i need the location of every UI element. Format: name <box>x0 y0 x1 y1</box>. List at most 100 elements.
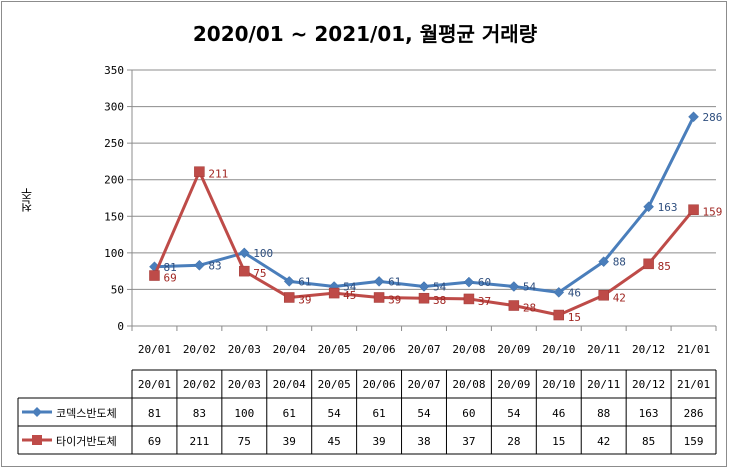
y-tick-label: 0 <box>117 320 124 333</box>
data-label: 54 <box>343 281 357 294</box>
data-point <box>283 292 295 303</box>
table-cell: 46 <box>552 407 565 420</box>
data-label: 15 <box>568 311 581 324</box>
data-label: 28 <box>523 302 536 315</box>
data-point <box>418 281 430 292</box>
data-label: 39 <box>388 293 401 306</box>
table-cell: 69 <box>148 435 161 448</box>
data-label: 42 <box>613 291 626 304</box>
table-header-cell: 21/01 <box>677 378 710 391</box>
table-header-cell: 20/01 <box>138 378 171 391</box>
table-cell: 211 <box>189 435 209 448</box>
data-label: 61 <box>388 275 401 288</box>
table-header-cell: 20/04 <box>273 378 306 391</box>
x-tick-label: 20/10 <box>542 343 575 356</box>
x-tick-label: 21/01 <box>677 343 710 356</box>
data-label: 54 <box>523 281 537 294</box>
table-cell: 54 <box>417 407 431 420</box>
x-tick-label: 20/04 <box>273 343 306 356</box>
y-tick-label: 50 <box>111 283 124 296</box>
table-cell: 54 <box>328 407 342 420</box>
table-header-cell: 20/10 <box>542 378 575 391</box>
table-cell: 286 <box>684 407 704 420</box>
data-label: 37 <box>478 295 491 308</box>
table-header-cell: 20/05 <box>318 378 351 391</box>
data-label: 38 <box>433 294 446 307</box>
legend-marker <box>32 407 42 417</box>
table-cell: 42 <box>597 435 610 448</box>
table-cell: 81 <box>148 407 161 420</box>
table-cell: 88 <box>597 407 610 420</box>
y-tick-label: 350 <box>104 64 124 77</box>
data-label: 159 <box>703 206 723 219</box>
data-point <box>149 270 160 281</box>
data-label: 88 <box>613 256 626 269</box>
data-point <box>373 276 385 287</box>
table-cell: 61 <box>283 407 296 420</box>
table-cell: 39 <box>283 435 296 448</box>
table-cell: 54 <box>507 407 521 420</box>
x-tick-label: 20/06 <box>363 343 396 356</box>
table-cell: 28 <box>507 435 520 448</box>
table-header-cell: 20/11 <box>587 378 620 391</box>
table-cell: 100 <box>234 407 254 420</box>
x-tick-label: 20/02 <box>183 343 216 356</box>
table-cell: 39 <box>372 435 385 448</box>
data-label: 100 <box>253 247 273 260</box>
table-cell: 61 <box>372 407 385 420</box>
data-label: 69 <box>163 272 176 285</box>
data-label: 39 <box>298 293 311 306</box>
data-point <box>373 292 385 303</box>
data-label: 60 <box>478 276 491 289</box>
data-point <box>194 166 205 177</box>
data-label: 211 <box>208 168 228 181</box>
data-point <box>283 276 295 287</box>
data-point <box>553 309 565 321</box>
y-tick-label: 100 <box>104 247 124 260</box>
y-tick-label: 250 <box>104 137 124 150</box>
table-cell: 38 <box>417 435 430 448</box>
data-label: 81 <box>163 261 176 274</box>
x-tick-label: 20/01 <box>138 343 171 356</box>
x-tick-label: 20/08 <box>452 343 485 356</box>
table-cell: 163 <box>639 407 659 420</box>
table-cell: 75 <box>238 435 251 448</box>
data-point <box>688 111 699 123</box>
x-tick-label: 20/03 <box>228 343 261 356</box>
data-point <box>238 247 250 259</box>
x-tick-label: 20/05 <box>318 343 351 356</box>
data-label: 83 <box>208 259 221 272</box>
table-cell: 83 <box>193 407 206 420</box>
table-cell: 159 <box>684 435 704 448</box>
chart-title: 2020/01 ~ 2021/01, 월평균 거래량 <box>192 22 538 46</box>
data-point <box>508 300 520 311</box>
table-cell: 37 <box>462 435 475 448</box>
data-point <box>598 256 610 267</box>
data-label: 286 <box>703 111 723 124</box>
table-cell: 45 <box>328 435 341 448</box>
data-point <box>643 201 654 213</box>
data-point <box>463 276 475 288</box>
table-header-cell: 20/06 <box>363 378 396 391</box>
table-cell: 85 <box>642 435 655 448</box>
data-point <box>194 259 205 271</box>
y-tick-label: 200 <box>104 174 124 187</box>
data-point <box>508 281 520 292</box>
data-label: 163 <box>658 201 678 214</box>
data-point <box>598 290 609 301</box>
table-cell: 60 <box>462 407 475 420</box>
table-header-cell: 20/12 <box>632 378 665 391</box>
legend-label: 코덱스반도체 <box>56 407 117 420</box>
table-header-cell: 20/02 <box>183 378 216 391</box>
data-point <box>553 287 565 298</box>
table-header-cell: 20/08 <box>452 378 485 391</box>
data-label: 45 <box>343 289 356 302</box>
data-label: 85 <box>658 260 671 273</box>
data-label: 61 <box>298 275 311 288</box>
x-tick-label: 20/09 <box>497 343 530 356</box>
table-header-cell: 20/07 <box>407 378 440 391</box>
data-point <box>463 293 475 305</box>
y-tick-label: 150 <box>104 210 124 223</box>
